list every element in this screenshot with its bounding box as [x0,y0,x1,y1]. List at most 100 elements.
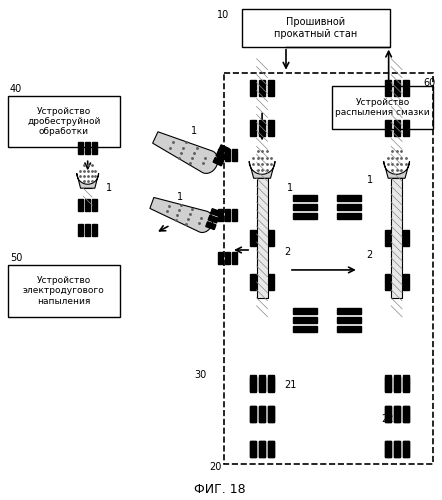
Polygon shape [219,145,229,153]
Bar [92,199,97,211]
Bar [385,376,391,392]
Bar [403,442,408,458]
Bar [250,230,256,246]
Bar [225,252,230,264]
Bar [394,442,400,458]
Bar [268,120,274,136]
Bar [268,442,274,458]
Bar [403,230,408,246]
Text: 1: 1 [106,183,112,193]
Bar [250,406,256,422]
Bar [8,96,120,148]
Bar [385,374,391,390]
Bar [257,178,267,298]
Bar [259,80,265,96]
Bar [385,120,391,136]
Bar [218,150,223,162]
Bar [293,213,317,219]
Bar [337,213,361,219]
Text: 2: 2 [367,250,373,260]
Text: 22: 22 [381,414,394,424]
Bar [337,195,361,201]
Text: 10: 10 [217,10,229,20]
Text: 30: 30 [194,370,206,380]
Text: 1: 1 [191,126,198,136]
Text: 2: 2 [284,247,290,257]
Bar [250,274,256,290]
Bar [268,374,274,390]
Bar [250,374,256,390]
Bar [242,9,390,46]
Bar [250,406,256,422]
Bar [218,252,223,264]
Bar [78,199,83,211]
Bar [8,265,120,317]
Bar [250,80,256,96]
Bar [250,442,256,458]
Bar [85,199,90,211]
Bar [394,406,400,422]
Bar [259,120,265,136]
Bar [337,326,361,332]
Text: 40: 40 [10,84,22,94]
Text: 1: 1 [287,183,293,193]
Bar [268,406,274,422]
Bar [394,376,400,392]
Bar [403,80,408,96]
Bar [225,150,230,162]
Bar [293,326,317,332]
Bar [394,406,400,422]
Polygon shape [249,162,275,178]
Bar [385,442,391,458]
Bar [225,209,230,221]
Bar [293,204,317,210]
Bar [224,72,434,464]
Bar [250,442,256,458]
Bar [385,274,391,290]
Polygon shape [213,158,223,166]
Bar [394,274,400,290]
Text: Устройство
электродугового
напыления: Устройство электродугового напыления [23,276,105,306]
Polygon shape [210,208,221,216]
Bar [268,442,274,458]
Bar [403,406,408,422]
Text: 21: 21 [284,380,297,390]
Bar [391,178,402,298]
Bar [268,80,274,96]
Polygon shape [206,222,216,230]
Bar [394,230,400,246]
Bar [78,142,83,154]
Polygon shape [216,151,226,160]
Bar [92,224,97,236]
Bar [268,376,274,392]
Bar [394,442,400,458]
Polygon shape [77,174,99,188]
Bar [232,252,236,264]
Bar [385,442,391,458]
Bar [250,120,256,136]
Bar [259,376,265,392]
Text: Прошивной
прокатный стан: Прошивной прокатный стан [274,17,358,38]
Bar [337,317,361,322]
Text: 60: 60 [423,78,435,88]
Bar [259,442,265,458]
Bar [403,120,408,136]
Polygon shape [384,162,410,178]
Text: 20: 20 [209,462,221,472]
Bar [403,406,408,422]
Bar [337,308,361,314]
Bar [259,442,265,458]
Bar [385,406,391,422]
Bar [394,374,400,390]
Text: ФИГ. 18: ФИГ. 18 [194,482,246,496]
Bar [232,150,236,162]
Polygon shape [152,132,218,173]
Bar [259,230,265,246]
Bar [394,80,400,96]
Bar [403,274,408,290]
Bar [78,224,83,236]
Bar [385,230,391,246]
Bar [403,442,408,458]
Bar [293,317,317,322]
Bar [293,308,317,314]
